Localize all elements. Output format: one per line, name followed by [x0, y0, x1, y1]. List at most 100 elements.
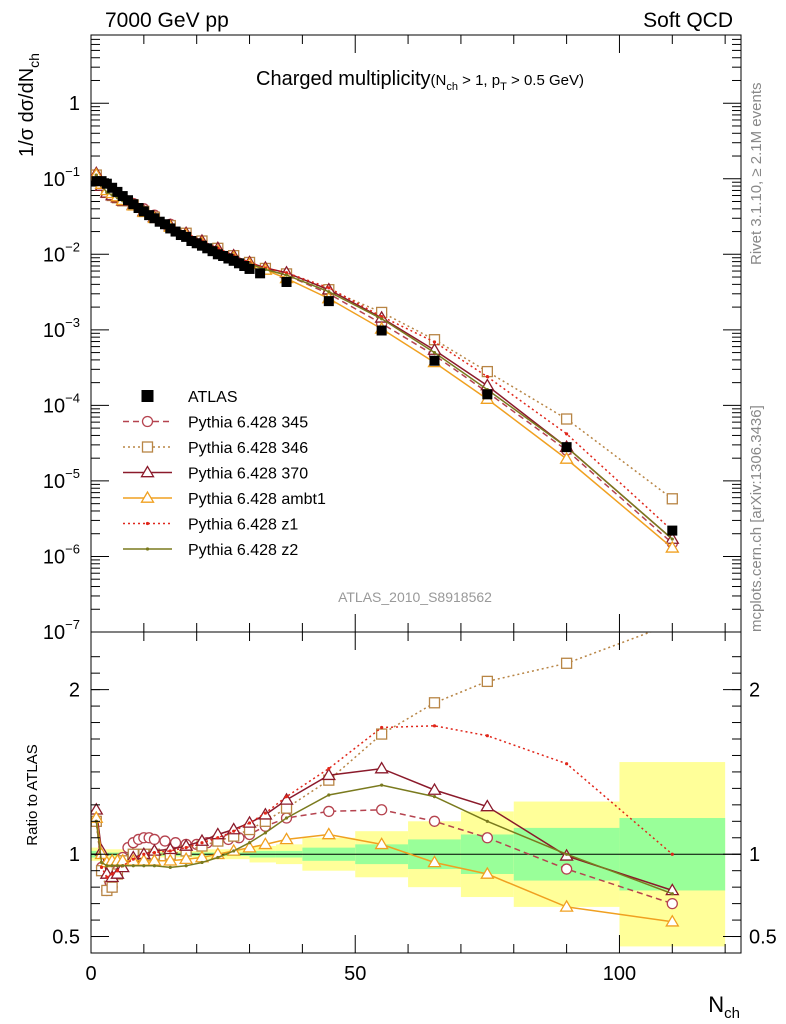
series-point-ambt1 — [258, 837, 273, 850]
series-point-z1 — [485, 375, 489, 379]
series-point-345 — [428, 815, 441, 827]
series-point-z2 — [670, 892, 674, 896]
legend-label-4: Pythia 6.428 z1 — [188, 517, 298, 534]
atlas-data-point — [117, 191, 128, 202]
y-tick-label: 10−7 — [43, 617, 80, 644]
series-point-z2 — [216, 855, 220, 860]
y-tick-label: 10−1 — [43, 164, 80, 191]
series-point-ambt1 — [427, 855, 442, 868]
header-left: 7000 GeV pp — [105, 9, 229, 32]
y-tick-label: 1 — [69, 93, 80, 115]
atlas-data-point — [101, 178, 112, 189]
ratio-y-tick-label-left: 0.5 — [52, 927, 80, 949]
ratio-y-tick-label-right: 1 — [749, 844, 760, 866]
atlas-data-point — [223, 253, 234, 264]
series-point-z2 — [327, 793, 331, 797]
series-point-370 — [480, 799, 495, 812]
series-point-346 — [666, 493, 678, 505]
series-point-z2 — [105, 864, 109, 868]
series-point-ambt1 — [374, 837, 389, 850]
series-point-345 — [481, 832, 493, 844]
legend-label-0: Pythia 6.428 345 — [188, 415, 308, 432]
main-y-axis: 1 10−1 10−2 10−3 10−4 10−5 10−6 10−7 — [43, 34, 741, 644]
series-point-z2 — [432, 795, 437, 799]
series-point-z2 — [131, 864, 135, 868]
series-point-z1 — [327, 767, 331, 771]
series-point-z1 — [247, 821, 252, 825]
series-point-346 — [560, 413, 573, 425]
main-series-layer — [91, 166, 680, 553]
series-point-346 — [106, 881, 118, 893]
y-tick-label: 10−4 — [43, 390, 80, 417]
atlas-data-point — [255, 268, 266, 279]
ratio-y-tick-label-left: 2 — [69, 680, 80, 702]
atlas-data-point — [429, 355, 440, 366]
y-tick-label: 10−5 — [43, 466, 80, 493]
analysis-id: ATLAS_2010_S8918562 — [338, 589, 492, 605]
header-right: Soft QCD — [643, 9, 733, 32]
series-point-ambt1 — [321, 827, 336, 840]
atlas-data-point — [207, 246, 218, 257]
series-point-z1 — [380, 725, 384, 730]
series-point-z2 — [565, 852, 569, 856]
series-point-z2 — [380, 783, 384, 787]
series-point-z1 — [670, 852, 674, 856]
atlas-data-point — [196, 240, 207, 251]
series-point-ambt1 — [242, 840, 257, 853]
atlas-data-point — [667, 525, 678, 536]
series-point-z1 — [131, 857, 135, 861]
series-point-z1 — [152, 850, 157, 855]
atlas-data-point — [186, 235, 197, 246]
atlas-data-layer — [91, 176, 678, 536]
series-point-z2 — [99, 860, 104, 865]
atlas-data-point — [218, 250, 229, 261]
atlas-data-point — [281, 276, 292, 287]
atlas-data-point — [122, 195, 133, 206]
y-tick-label: 10−6 — [43, 541, 80, 568]
series-point-z2 — [152, 864, 157, 868]
ratio-frame — [90, 631, 742, 954]
atlas-data-point — [138, 206, 149, 217]
series-point-z1 — [284, 795, 289, 799]
series-point-ambt1 — [163, 853, 178, 866]
x-tick-label: 100 — [603, 963, 636, 985]
x-tick-label: 50 — [344, 963, 366, 985]
legend-label-atlas: ATLAS — [188, 389, 238, 406]
series-point-z2 — [432, 350, 437, 355]
series-point-z1 — [284, 271, 289, 275]
series-point-z1 — [327, 286, 331, 290]
series-point-345 — [148, 833, 161, 846]
legend-marker-0 — [141, 415, 154, 428]
series-point-z1 — [565, 762, 569, 766]
atlas-data-point — [112, 186, 123, 197]
series-point-ambt1 — [559, 899, 574, 912]
atlas-data-point — [482, 389, 493, 400]
series-point-ambt1 — [480, 866, 495, 879]
legend-marker-2 — [140, 465, 155, 478]
series-point-z2 — [115, 864, 120, 868]
series-line-346 — [95, 174, 673, 500]
ratio-y-tick-label-left: 1 — [69, 844, 80, 866]
ratio-y-tick-label-right: 0.5 — [749, 927, 777, 949]
series-point-z1 — [200, 841, 204, 845]
series-point-z1 — [99, 865, 104, 870]
series-point-346 — [481, 675, 493, 688]
series-point-ambt1 — [665, 914, 680, 927]
atlas-data-point — [191, 238, 202, 249]
atlas-data-point — [133, 203, 144, 214]
series-point-345 — [323, 805, 335, 818]
atlas-data-point — [128, 199, 139, 210]
series-point-z2 — [284, 816, 289, 820]
atlas-data-point — [91, 176, 102, 187]
ratio-y-label: Ratio to ATLAS — [24, 744, 41, 845]
series-point-z1 — [184, 846, 188, 850]
legend: ATLAS Pythia 6.428 345 Pythia 6.428 346 Pyt… — [123, 389, 326, 559]
ratio-series-layer — [91, 632, 680, 927]
legend-label-2: Pythia 6.428 370 — [188, 466, 308, 483]
series-point-z2 — [247, 841, 252, 845]
series-point-z2 — [232, 849, 236, 853]
series-point-z1 — [105, 875, 109, 879]
mcplots-label: mcplots.cern.ch [arXiv:1306.3436] — [748, 405, 765, 632]
series-point-370 — [226, 822, 241, 835]
rivet-version-label: Rivet 3.1.10, ≥ 2.1M events — [748, 83, 765, 266]
